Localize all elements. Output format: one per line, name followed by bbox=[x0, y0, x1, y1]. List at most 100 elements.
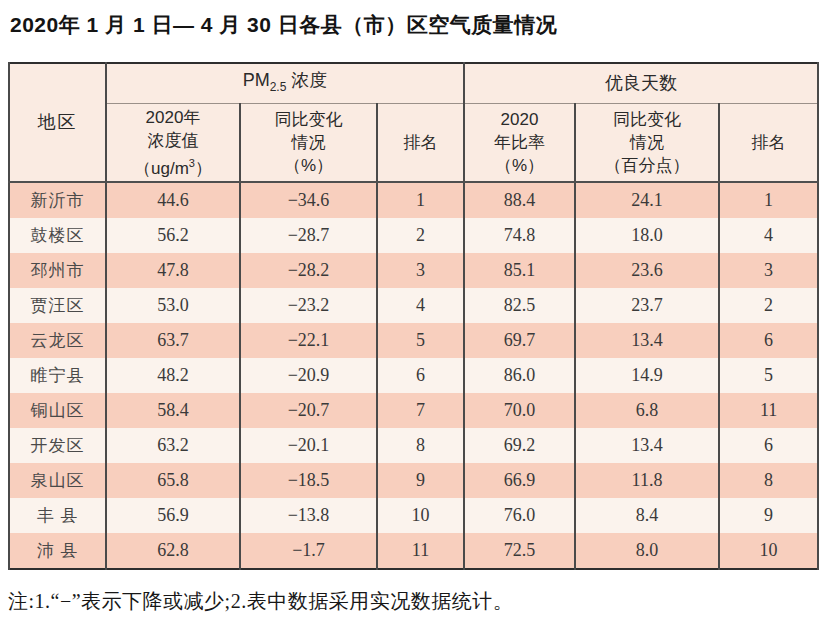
pm-change-cell: −1.7 bbox=[240, 533, 377, 569]
column-header-good-ratio: 2020 年比率 （%） bbox=[464, 104, 575, 183]
region-cell: 邳州市 bbox=[9, 253, 106, 288]
table-row: 铜山区58.4−20.7770.06.811 bbox=[9, 393, 818, 428]
pm-value-cell: 58.4 bbox=[106, 393, 240, 428]
good-change-cell: 6.8 bbox=[575, 393, 719, 428]
good-ratio-cell: 69.7 bbox=[464, 323, 575, 358]
good-change-line1: 同比变化 bbox=[576, 108, 718, 131]
table-row: 云龙区63.7−22.1569.713.46 bbox=[9, 323, 818, 358]
good-ratio-cell: 66.9 bbox=[464, 463, 575, 498]
good-ratio-cell: 74.8 bbox=[464, 218, 575, 253]
pm-value-cell: 48.2 bbox=[106, 358, 240, 393]
good-ratio-cell: 76.0 bbox=[464, 498, 575, 533]
good-rank-cell: 6 bbox=[719, 323, 818, 358]
pm-change-cell: −20.7 bbox=[240, 393, 377, 428]
good-ratio-line3: （%） bbox=[465, 154, 574, 177]
good-change-line3: （百分点） bbox=[576, 154, 718, 177]
group-header-row: 地区 PM2.5 浓度 优良天数 bbox=[9, 63, 818, 104]
page-title: 2020年 1 月 1 日— 4 月 30 日各县（市）区空气质量情况 bbox=[10, 11, 557, 39]
good-change-cell: 23.7 bbox=[575, 288, 719, 323]
footnote: 注:1.“−”表示下降或减少;2.表中数据采用实况数据统计。 bbox=[8, 588, 513, 615]
good-rank-cell: 5 bbox=[719, 358, 818, 393]
column-group-pm25: PM2.5 浓度 bbox=[106, 63, 464, 104]
pm-change-line2: 情况 bbox=[241, 131, 376, 154]
region-cell: 睢宁县 bbox=[9, 358, 106, 393]
region-cell: 贾汪区 bbox=[9, 288, 106, 323]
pm-change-cell: −20.1 bbox=[240, 428, 377, 463]
pm25-label-subscript: 2.5 bbox=[270, 79, 287, 93]
good-change-cell: 8.0 bbox=[575, 533, 719, 569]
table-row: 睢宁县48.2−20.9686.014.95 bbox=[9, 358, 818, 393]
pm-value-cell: 47.8 bbox=[106, 253, 240, 288]
good-ratio-line2: 年比率 bbox=[465, 131, 574, 154]
region-cell: 鼓楼区 bbox=[9, 218, 106, 253]
table-body: 新沂市44.6−34.6188.424.11鼓楼区56.2−28.7274.81… bbox=[9, 182, 818, 569]
pm-change-line3: （%） bbox=[241, 154, 376, 177]
good-rank-cell: 10 bbox=[719, 533, 818, 569]
column-header-good-rank: 排名 bbox=[719, 104, 818, 183]
good-change-cell: 8.4 bbox=[575, 498, 719, 533]
pm-rank-cell: 8 bbox=[377, 428, 464, 463]
table-row: 邳州市47.8−28.2385.123.63 bbox=[9, 253, 818, 288]
region-cell: 沛 县 bbox=[9, 533, 106, 569]
good-change-line2: 情况 bbox=[576, 131, 718, 154]
good-rank-cell: 8 bbox=[719, 463, 818, 498]
good-ratio-line1: 2020 bbox=[465, 108, 574, 131]
pm-change-line1: 同比变化 bbox=[241, 108, 376, 131]
pm25-label-suffix: 浓度 bbox=[286, 70, 327, 90]
good-change-cell: 14.9 bbox=[575, 358, 719, 393]
good-rank-cell: 6 bbox=[719, 428, 818, 463]
pm-value-cell: 63.2 bbox=[106, 428, 240, 463]
good-change-cell: 24.1 bbox=[575, 182, 719, 218]
column-header-pm-change: 同比变化 情况 （%） bbox=[240, 104, 377, 183]
region-cell: 新沂市 bbox=[9, 182, 106, 218]
pm-value-unit: （ug/m3） bbox=[107, 152, 239, 180]
good-change-cell: 23.6 bbox=[575, 253, 719, 288]
pm-rank-cell: 2 bbox=[377, 218, 464, 253]
pm-value-cell: 56.9 bbox=[106, 498, 240, 533]
pm-value-line1: 2020年 bbox=[107, 106, 239, 129]
pm-change-cell: −34.6 bbox=[240, 182, 377, 218]
pm-change-cell: −13.8 bbox=[240, 498, 377, 533]
good-ratio-cell: 88.4 bbox=[464, 182, 575, 218]
good-rank-cell: 3 bbox=[719, 253, 818, 288]
column-group-good-days: 优良天数 bbox=[464, 63, 818, 104]
column-header-pm-value: 2020年 浓度值 （ug/m3） bbox=[106, 104, 240, 183]
pm-rank-cell: 4 bbox=[377, 288, 464, 323]
pm-value-unit-post: ） bbox=[195, 158, 212, 177]
pm-rank-cell: 7 bbox=[377, 393, 464, 428]
pm-change-cell: −20.9 bbox=[240, 358, 377, 393]
table-row: 开发区63.2−20.1869.213.46 bbox=[9, 428, 818, 463]
table-row: 鼓楼区56.2−28.7274.818.04 bbox=[9, 218, 818, 253]
good-ratio-cell: 69.2 bbox=[464, 428, 575, 463]
sub-header-row: 2020年 浓度值 （ug/m3） 同比变化 情况 （%） 排名 2020 年比… bbox=[9, 104, 818, 183]
good-change-cell: 13.4 bbox=[575, 428, 719, 463]
region-cell: 铜山区 bbox=[9, 393, 106, 428]
air-quality-table: 地区 PM2.5 浓度 优良天数 2020年 浓度值 （ug/m3） 同比变化 … bbox=[8, 62, 819, 570]
pm-change-cell: −28.7 bbox=[240, 218, 377, 253]
table-row: 泉山区65.8−18.5966.911.88 bbox=[9, 463, 818, 498]
pm-rank-cell: 6 bbox=[377, 358, 464, 393]
column-header-pm-rank: 排名 bbox=[377, 104, 464, 183]
column-header-region: 地区 bbox=[9, 63, 106, 182]
good-ratio-cell: 85.1 bbox=[464, 253, 575, 288]
pm-change-cell: −18.5 bbox=[240, 463, 377, 498]
table-row: 沛 县62.8−1.71172.58.010 bbox=[9, 533, 818, 569]
region-cell: 丰 县 bbox=[9, 498, 106, 533]
region-cell: 云龙区 bbox=[9, 323, 106, 358]
table-row: 新沂市44.6−34.6188.424.11 bbox=[9, 182, 818, 218]
pm-value-cell: 63.7 bbox=[106, 323, 240, 358]
pm-rank-cell: 5 bbox=[377, 323, 464, 358]
region-cell: 泉山区 bbox=[9, 463, 106, 498]
pm-value-cell: 62.8 bbox=[106, 533, 240, 569]
good-rank-cell: 11 bbox=[719, 393, 818, 428]
good-ratio-cell: 86.0 bbox=[464, 358, 575, 393]
pm-value-cell: 65.8 bbox=[106, 463, 240, 498]
pm-value-cell: 56.2 bbox=[106, 218, 240, 253]
good-rank-cell: 2 bbox=[719, 288, 818, 323]
column-header-good-change: 同比变化 情况 （百分点） bbox=[575, 104, 719, 183]
pm-value-line2: 浓度值 bbox=[107, 129, 239, 152]
pm-rank-cell: 11 bbox=[377, 533, 464, 569]
good-change-cell: 11.8 bbox=[575, 463, 719, 498]
pm-rank-cell: 1 bbox=[377, 182, 464, 218]
pm-rank-cell: 10 bbox=[377, 498, 464, 533]
